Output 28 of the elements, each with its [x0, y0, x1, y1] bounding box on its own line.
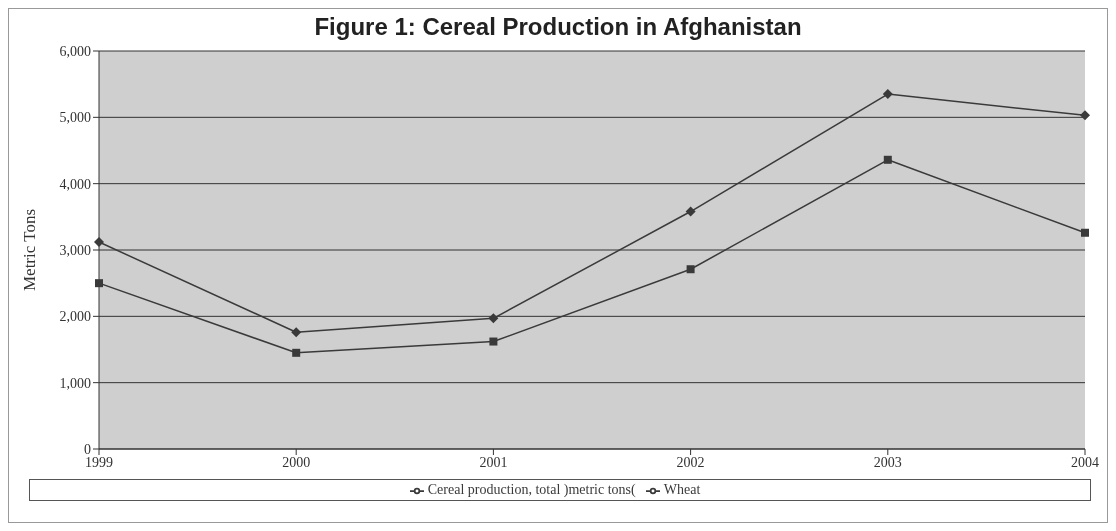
x-tick-label: 2001: [479, 454, 508, 470]
point: [488, 313, 499, 324]
point: [686, 265, 695, 274]
point: [1080, 110, 1090, 121]
y-tick-label: 0: [84, 441, 91, 457]
point: [291, 327, 302, 338]
y-tick-label: 1,000: [59, 375, 91, 391]
point: [489, 337, 498, 346]
y-tick-label: 3,000: [59, 242, 91, 258]
point: [292, 348, 301, 357]
legend-label: Wheat: [663, 482, 701, 497]
point: [882, 89, 893, 100]
y-axis-title: Metric Tons: [20, 208, 40, 292]
x-tick-label: 2000: [282, 454, 311, 470]
y-tick-label: 2,000: [59, 309, 91, 325]
x-tick-label: 2002: [676, 454, 705, 470]
y-tick-label: 5,000: [59, 110, 91, 126]
y-tick-label: 4,000: [59, 176, 91, 192]
x-tick-label: 1999: [85, 454, 113, 470]
point: [1081, 228, 1089, 237]
x-tick-label: 2003: [873, 454, 902, 470]
point: [685, 206, 696, 217]
point: [95, 279, 103, 288]
point: [883, 155, 892, 164]
chart-title: Figure 1: Cereal Production in Afghanistan: [313, 13, 803, 41]
legend-label: Cereal production, total )metric tons(: [427, 482, 636, 497]
x-tick-label: 2004: [1071, 454, 1099, 470]
y-tick-label: 6,000: [59, 43, 91, 59]
